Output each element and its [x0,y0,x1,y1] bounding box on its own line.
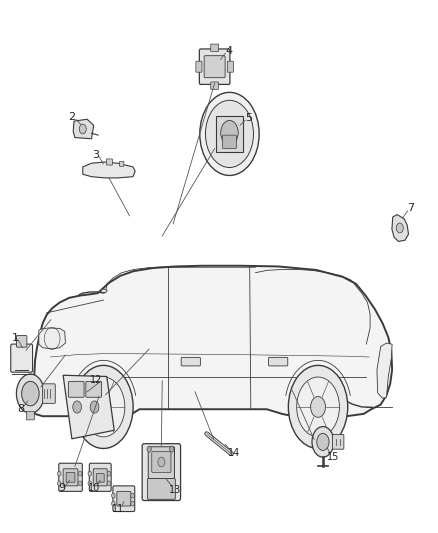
Circle shape [82,377,125,437]
Text: 3: 3 [92,150,99,160]
FancyBboxPatch shape [152,451,171,472]
Circle shape [170,446,174,453]
Text: 5: 5 [245,113,252,123]
Circle shape [57,481,61,486]
Text: 2: 2 [68,112,75,122]
Circle shape [317,433,329,450]
FancyBboxPatch shape [113,486,135,512]
Circle shape [112,501,115,506]
Circle shape [74,365,133,448]
Circle shape [107,481,111,486]
FancyBboxPatch shape [86,382,102,397]
Circle shape [79,124,86,134]
Text: 4: 4 [225,46,232,56]
Polygon shape [31,266,392,416]
FancyBboxPatch shape [26,411,34,420]
Polygon shape [63,375,114,439]
Polygon shape [83,162,135,178]
Text: 9: 9 [58,483,65,494]
Circle shape [131,501,134,506]
FancyBboxPatch shape [227,61,233,72]
Circle shape [57,471,61,476]
FancyBboxPatch shape [16,336,27,347]
Circle shape [16,374,44,413]
FancyBboxPatch shape [89,463,111,491]
Text: 10: 10 [88,483,100,494]
FancyBboxPatch shape [211,44,219,51]
Text: 15: 15 [327,451,339,462]
Circle shape [21,382,39,406]
FancyBboxPatch shape [196,61,202,72]
Polygon shape [392,215,409,241]
FancyBboxPatch shape [211,82,219,90]
Text: 11: 11 [112,504,124,514]
Circle shape [88,471,92,476]
FancyBboxPatch shape [120,161,124,166]
Circle shape [78,481,82,486]
Text: 12: 12 [90,375,102,384]
Polygon shape [73,119,94,139]
Circle shape [205,100,254,167]
Circle shape [311,397,325,417]
FancyBboxPatch shape [68,382,84,397]
FancyBboxPatch shape [204,55,225,78]
FancyBboxPatch shape [117,491,131,506]
FancyBboxPatch shape [106,159,113,165]
FancyBboxPatch shape [66,472,75,482]
Polygon shape [377,343,392,398]
FancyBboxPatch shape [96,474,104,482]
Text: 13: 13 [169,484,181,495]
Circle shape [288,365,348,448]
Circle shape [107,471,111,476]
FancyBboxPatch shape [215,116,244,152]
FancyBboxPatch shape [63,469,78,486]
Circle shape [112,493,115,498]
Circle shape [221,120,238,145]
FancyBboxPatch shape [59,463,82,491]
FancyBboxPatch shape [11,344,32,372]
FancyBboxPatch shape [148,447,174,479]
FancyBboxPatch shape [332,434,344,449]
Text: 7: 7 [407,204,415,213]
FancyBboxPatch shape [148,479,175,499]
FancyBboxPatch shape [142,443,180,500]
FancyBboxPatch shape [268,357,288,366]
FancyBboxPatch shape [199,49,230,84]
Polygon shape [101,289,107,293]
Circle shape [88,481,92,486]
Text: 14: 14 [228,448,240,458]
Text: 8: 8 [17,404,25,414]
Circle shape [90,401,99,413]
FancyBboxPatch shape [42,384,55,403]
Circle shape [396,223,403,233]
Text: 1: 1 [12,333,19,343]
Circle shape [297,377,339,437]
Circle shape [78,471,82,476]
Circle shape [147,446,151,453]
FancyBboxPatch shape [223,135,237,149]
Circle shape [158,457,165,467]
Circle shape [312,426,334,457]
Circle shape [131,493,134,498]
Circle shape [200,92,259,175]
Circle shape [96,397,111,417]
FancyBboxPatch shape [93,469,107,486]
Polygon shape [39,328,65,349]
Circle shape [73,401,81,413]
FancyBboxPatch shape [181,357,201,366]
